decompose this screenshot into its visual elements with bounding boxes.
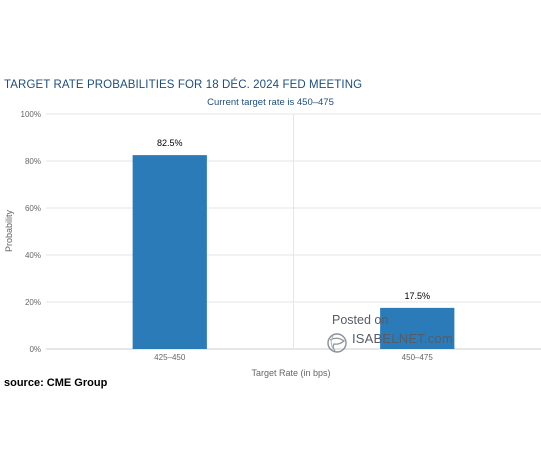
source-note: source: CME Group (4, 377, 108, 389)
chart-subtitle: Current target rate is 450–475 (207, 97, 334, 108)
chart-title: TARGET RATE PROBABILITIES FOR 18 DÉC. 20… (4, 79, 363, 91)
y-axis-label: Probability (4, 209, 14, 252)
gridlines (46, 113, 541, 350)
y-tick-label: 40% (25, 251, 41, 260)
bar (132, 155, 207, 349)
globe-icon (327, 333, 347, 353)
bars (132, 155, 455, 349)
y-tick-label: 60% (25, 204, 41, 213)
y-tick-label: 80% (25, 157, 41, 166)
data-label: 17.5% (404, 291, 430, 301)
y-tick-labels: 0% 20% 40% 60% 80% 100% (21, 110, 41, 354)
y-tick-label: 0% (29, 345, 41, 354)
data-label: 82.5% (157, 138, 183, 148)
x-tick-label: 425–450 (154, 353, 186, 362)
y-tick-label: 20% (25, 298, 41, 307)
bar (380, 307, 455, 349)
y-tick-label: 100% (21, 110, 41, 119)
data-labels: 82.5% 17.5% (157, 138, 430, 301)
x-tick-labels: 425–450 450–475 (154, 353, 433, 362)
watermark-posted-text: Posted on (332, 313, 389, 327)
x-axis-label: Target Rate (in bps) (251, 368, 330, 378)
x-tick-label: 450–475 (402, 353, 434, 362)
watermark-site-text: ISABELNET.com (352, 331, 453, 346)
